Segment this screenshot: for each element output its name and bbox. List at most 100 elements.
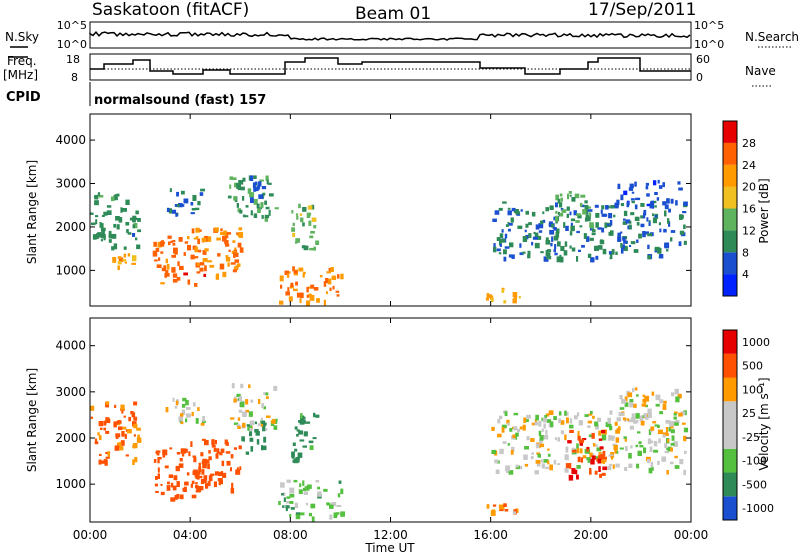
vel-cell-9 [619, 447, 624, 450]
power-cell-0 [134, 217, 138, 220]
vel-cell-6 [333, 512, 337, 519]
power-cell-2 [154, 259, 158, 262]
power-cell-10 [554, 244, 557, 250]
power-cell-9 [512, 298, 517, 304]
power-cbar-label: Power [dB] [757, 178, 771, 243]
vel-cell-1 [162, 449, 167, 455]
vel-cell-1 [164, 465, 169, 469]
power-cell-3 [191, 208, 196, 211]
power-cell-10 [609, 253, 613, 259]
power-cell-4 [202, 258, 208, 262]
power-cell-0 [113, 223, 116, 228]
power-cell-12 [557, 211, 561, 216]
velocity-cbar-swatch [723, 353, 737, 378]
power-cell-8 [303, 245, 309, 251]
vel-cell-3 [190, 441, 193, 447]
vel-cell-1 [160, 483, 163, 486]
freq-tick-18: 18 [66, 53, 80, 66]
vel-cell-4 [238, 396, 243, 402]
vel-cell-9 [502, 441, 507, 444]
power-cell-6 [257, 181, 262, 187]
power-cell-1 [117, 256, 122, 260]
power-cell-8 [307, 212, 312, 216]
vel-cell-7 [302, 445, 307, 448]
power-cell-7 [298, 267, 304, 272]
vel-cell-8 [490, 510, 496, 516]
vel-cell-4 [273, 425, 278, 430]
vel-cell-9 [648, 467, 653, 474]
vel-cell-10 [577, 456, 581, 463]
power-cell-10 [628, 224, 632, 230]
power-cell-12 [580, 194, 586, 198]
power-cell-11 [675, 200, 678, 206]
vel-cell-3 [214, 440, 217, 445]
power-cell-0 [110, 196, 115, 202]
vel-cell-3 [211, 445, 216, 448]
power-cell-6 [254, 181, 258, 185]
vel-cell-6 [305, 502, 309, 506]
power-cell-10 [638, 233, 642, 239]
nave-tick-60: 60 [696, 53, 710, 66]
vel-cell-0 [123, 415, 126, 418]
vel-cell-1 [175, 465, 180, 472]
vel-cell-9 [512, 434, 516, 439]
vel-cell-4 [260, 422, 266, 427]
power-cell-10 [644, 231, 649, 235]
power-cell-10 [520, 209, 523, 212]
power-cell-8 [307, 205, 313, 210]
power-cell-5 [231, 177, 237, 180]
vel-cell-9 [616, 417, 621, 422]
power-cell-9 [501, 288, 505, 293]
power-cell-10 [594, 204, 599, 208]
vel-cell-5 [264, 422, 267, 425]
vel-cell-7 [313, 412, 316, 418]
power-cell-10 [625, 219, 631, 224]
power-cell-10 [538, 223, 544, 229]
vel-cell-1 [202, 458, 208, 463]
vel-cell-11 [655, 403, 660, 407]
vel-cell-9 [530, 438, 535, 442]
freq-label-1: Freq. [7, 54, 37, 68]
vel-cell-9 [670, 442, 675, 446]
vel-cell-11 [678, 412, 683, 417]
vel-cell-9 [628, 453, 632, 459]
power-cell-10 [623, 210, 628, 217]
vel-cell-9 [541, 428, 544, 432]
power-cell-0 [106, 205, 112, 208]
power-cell-10 [550, 242, 553, 247]
vel-cell-9 [658, 438, 661, 444]
power-cell-11 [626, 201, 629, 208]
power-cell-0 [106, 210, 112, 215]
vel-cell-1 [157, 473, 160, 479]
power-cell-7 [299, 298, 302, 304]
vel-cell-11 [620, 412, 625, 416]
power-cell-10 [496, 248, 501, 252]
vel-cell-9 [629, 425, 634, 430]
power-cell-12 [559, 213, 564, 217]
power-cell-7 [326, 271, 331, 274]
vel-cell-9 [539, 443, 545, 448]
vel-cell-3 [218, 480, 221, 486]
power-cell-0 [108, 234, 113, 239]
power-cell-7 [326, 291, 328, 294]
vel-cell-9 [519, 465, 523, 470]
power-cell-8 [309, 235, 314, 239]
vel-cell-3 [230, 467, 232, 472]
power-cell-7 [309, 294, 315, 301]
vel-ytick-label: 4000 [55, 339, 86, 353]
vel-cell-0 [128, 416, 132, 422]
vel-cell-2 [181, 409, 186, 415]
vel-cell-4 [237, 426, 241, 429]
power-cell-2 [153, 241, 157, 247]
power-cell-10 [570, 225, 575, 232]
vel-cell-1 [155, 490, 159, 493]
power-cell-10 [549, 229, 555, 235]
vel-cell-4 [263, 392, 267, 395]
vel-cell-4 [245, 409, 250, 413]
vel-cell-5 [250, 446, 254, 452]
vel-cell-0 [98, 435, 102, 441]
power-cell-11 [634, 204, 638, 207]
vel-cell-10 [579, 441, 583, 446]
power-cell-11 [635, 197, 641, 201]
vel-cell-9 [545, 466, 549, 470]
